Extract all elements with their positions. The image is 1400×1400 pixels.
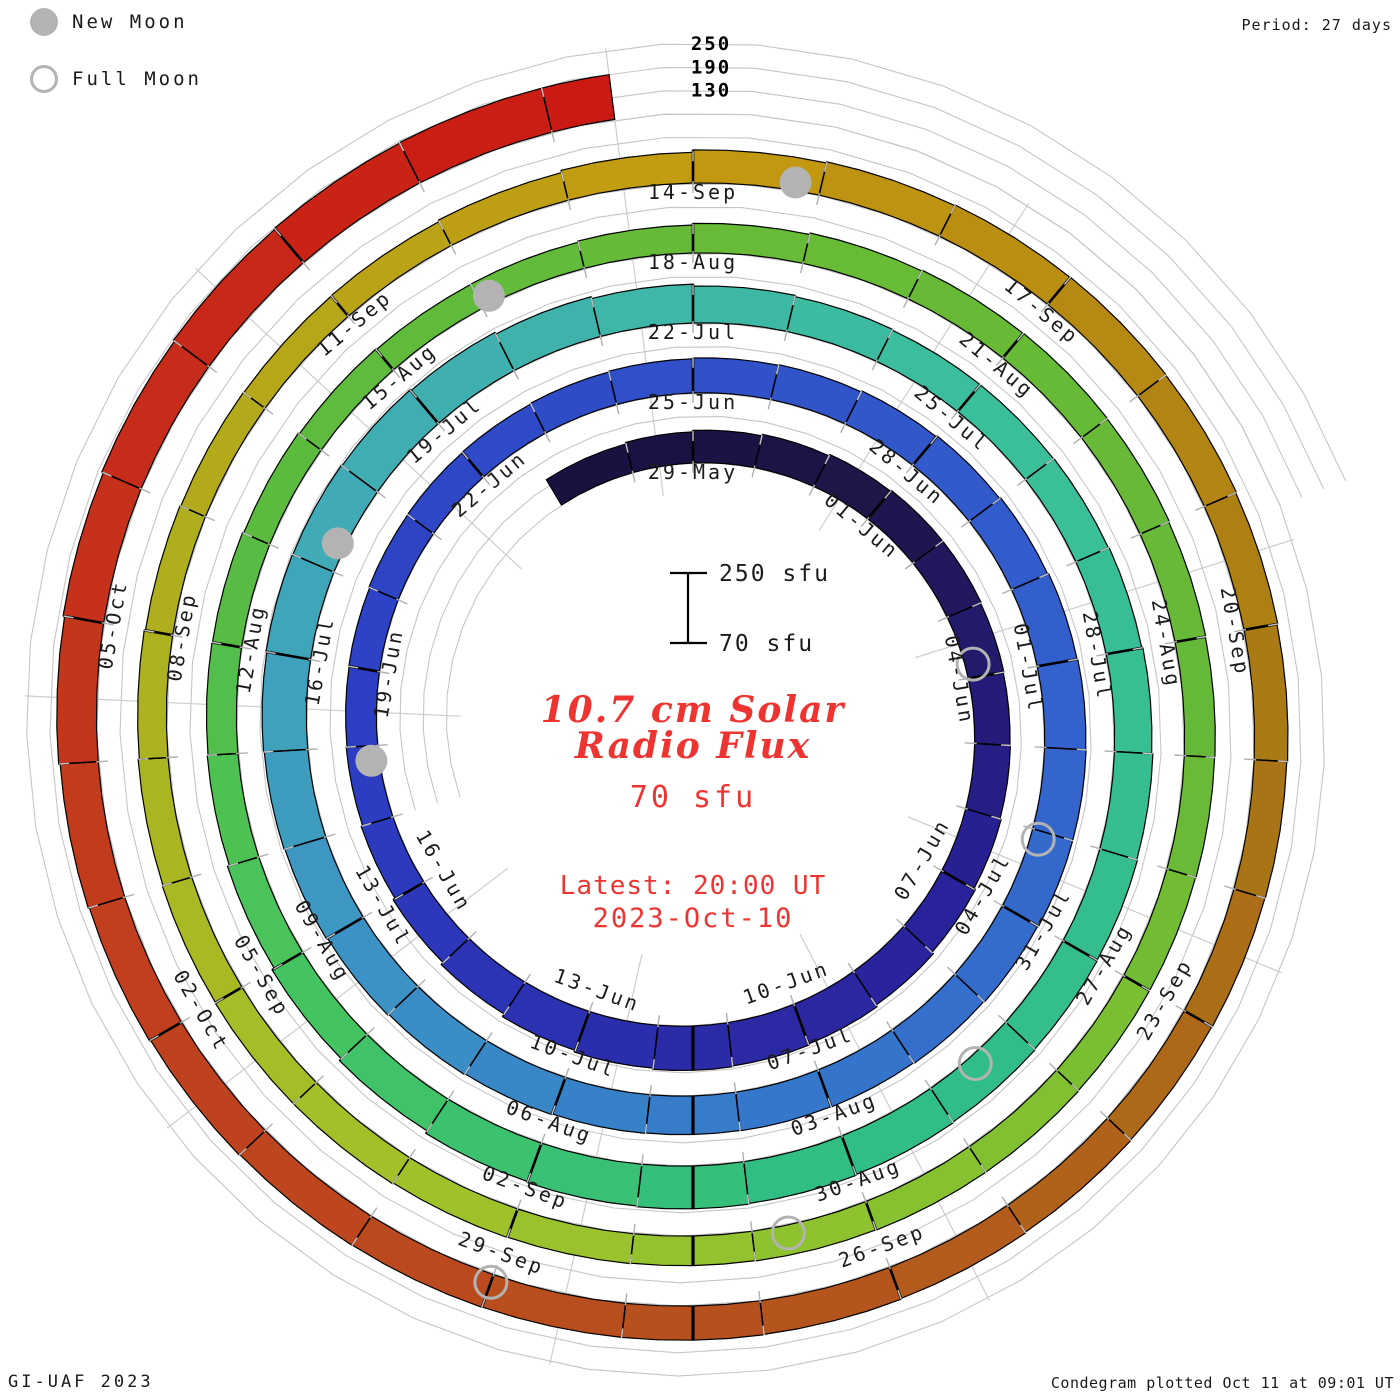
- chart-title-line2: Radio Flux: [574, 725, 812, 767]
- svg-text:25-Jun: 25-Jun: [648, 390, 738, 414]
- svg-text:14-Sep: 14-Sep: [648, 180, 738, 204]
- legend-full-moon: Full Moon: [30, 63, 202, 95]
- svg-text:70 sfu: 70 sfu: [719, 631, 814, 657]
- latest-date: 2023-Oct-10: [592, 903, 794, 934]
- chart-title-line1: 10.7 cm Solar: [540, 689, 846, 731]
- period-annotation: Period: 27 days: [1241, 16, 1392, 34]
- svg-text:190: 190: [691, 56, 731, 78]
- svg-text:22-Jul: 22-Jul: [648, 320, 738, 344]
- latest-time: Latest: 20:00 UT: [559, 871, 827, 901]
- full-moon-label: Full Moon: [72, 68, 202, 90]
- svg-text:29-May: 29-May: [648, 460, 738, 484]
- baseline-flux-value: 70 sfu: [629, 780, 757, 815]
- svg-text:250: 250: [691, 33, 731, 55]
- legend-new-moon: New Moon: [30, 6, 202, 38]
- moon-legend: New Moon Full Moon: [30, 6, 202, 120]
- new-moon-icon: [30, 8, 58, 36]
- svg-text:130: 130: [691, 80, 731, 102]
- plotted-timestamp: Condegram plotted Oct 11 at 09:01 UT: [1050, 1374, 1394, 1392]
- credit-text: GI-UAF 2023: [8, 1372, 154, 1392]
- chart-center-text: 10.7 cm Solar Radio Flux 70 sfu Latest: …: [343, 692, 1043, 934]
- full-moon-icon: [30, 65, 58, 93]
- new-moon-label: New Moon: [72, 11, 188, 33]
- svg-text:18-Aug: 18-Aug: [648, 250, 738, 274]
- svg-text:250 sfu: 250 sfu: [719, 561, 830, 587]
